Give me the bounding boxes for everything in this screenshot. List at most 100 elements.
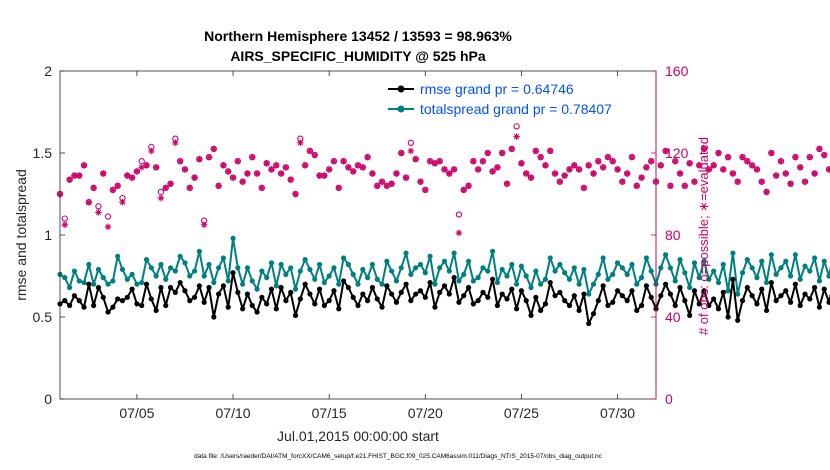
obs-possible-marker — [446, 170, 453, 177]
rmse-point — [345, 284, 351, 291]
rmse-point — [787, 299, 794, 305]
rmse-point — [86, 281, 92, 287]
obs-possible-marker — [239, 178, 246, 185]
obs-possible-marker — [460, 186, 467, 194]
totalspread-point — [778, 265, 784, 271]
obs-possible-marker — [508, 145, 515, 153]
totalspread-point — [249, 278, 255, 284]
obs-evaluated-marker-stroke — [235, 158, 241, 164]
rmse-point — [316, 286, 323, 292]
rmse-point — [312, 301, 318, 307]
y-tick-label-right: 80 — [665, 227, 681, 243]
obs-evaluated-marker-stroke — [441, 166, 448, 173]
obs-evaluated-marker-stroke — [725, 154, 731, 160]
obs-evaluated-marker-stroke — [95, 209, 102, 216]
obs-possible-marker — [301, 162, 309, 169]
obs-evaluated-marker-stroke — [259, 185, 265, 191]
obs-possible-marker — [138, 158, 145, 165]
totalspread-point — [485, 268, 491, 274]
obs-evaluated-marker-stroke — [191, 174, 198, 181]
totalspread-point — [67, 284, 73, 291]
obs-possible-marker — [700, 145, 708, 153]
obs-evaluated-marker-stroke — [821, 152, 827, 158]
obs-possible-marker — [210, 145, 217, 153]
rmse-point — [235, 289, 241, 295]
obs-evaluated-marker-stroke — [763, 189, 770, 195]
obs-evaluated-marker-stroke — [566, 166, 573, 173]
totalspread-point — [562, 270, 568, 276]
rmse-point — [586, 320, 592, 327]
obs-possible-marker — [734, 178, 741, 185]
obs-evaluated-marker-stroke — [710, 162, 717, 168]
totalspread-point — [672, 278, 678, 284]
obs-possible-marker — [398, 149, 405, 157]
obs-evaluated-marker-stroke — [167, 181, 174, 187]
rmse-point — [437, 289, 443, 295]
rmse-point — [413, 291, 419, 297]
obs-possible-marker — [436, 158, 443, 165]
obs-evaluated-marker-stroke — [307, 148, 313, 154]
obs-possible-marker — [566, 166, 573, 173]
obs-evaluated-marker-stroke — [682, 183, 688, 189]
totalspread-point — [129, 271, 135, 277]
obs-possible-marker — [662, 147, 669, 155]
rmse-point — [566, 302, 573, 309]
obs-possible-marker — [378, 178, 386, 185]
obs-evaluated-marker-stroke — [244, 170, 251, 177]
obs-evaluated-marker-stroke — [403, 174, 409, 181]
totalspread-point — [427, 253, 433, 259]
rmse-point — [485, 294, 491, 300]
rmse-point — [369, 284, 376, 291]
totalspread-point — [711, 268, 717, 274]
rmse-point — [417, 288, 424, 294]
obs-evaluated-marker-stroke — [672, 158, 678, 164]
obs-evaluated-marker-stroke — [485, 150, 491, 156]
obs-evaluated-marker-stroke — [610, 158, 616, 164]
obs-possible-marker — [753, 166, 761, 173]
obs-possible-marker — [340, 158, 347, 165]
totalspread-point — [542, 276, 549, 282]
legend-label-rmse: rmse grand pr = 0.64746 — [420, 81, 574, 97]
obs-possible-marker — [777, 158, 785, 165]
obs-evaluated-marker-stroke — [735, 179, 741, 185]
obs-evaluated-marker-stroke — [446, 170, 453, 177]
totalspread-point — [461, 271, 467, 277]
rmse-point — [340, 278, 347, 284]
rmse-point — [191, 294, 198, 300]
obs-possible-marker — [561, 172, 568, 179]
obs-possible-marker — [90, 184, 97, 191]
totalspread-point — [240, 281, 246, 287]
totalspread-point — [581, 266, 587, 273]
rmse-point — [739, 298, 746, 304]
obs-possible-marker — [128, 174, 136, 181]
obs-evaluated-marker-stroke — [158, 195, 164, 201]
totalspread-point — [331, 265, 337, 271]
obs-possible-marker — [388, 180, 395, 187]
rmse-point — [240, 306, 246, 312]
totalspread-point — [278, 261, 284, 268]
obs-evaluated-marker-stroke — [730, 170, 736, 177]
rmse-point — [182, 288, 188, 294]
obs-evaluated-marker-stroke — [797, 164, 803, 171]
totalspread-point — [773, 271, 779, 277]
obs-evaluated-marker-stroke — [86, 199, 92, 205]
obs-possible-marker — [595, 158, 602, 165]
rmse-point — [672, 302, 678, 309]
rmse-point — [523, 298, 529, 304]
totalspread-point — [826, 273, 830, 279]
totalspread-point — [451, 250, 457, 256]
obs-evaluated-marker-stroke — [326, 166, 332, 173]
obs-possible-marker — [162, 184, 169, 191]
obs-possible-marker — [364, 153, 371, 161]
obs-possible-marker — [513, 123, 520, 130]
rmse-point — [504, 296, 510, 302]
obs-evaluated-marker-stroke — [557, 179, 563, 185]
totalspread-point — [201, 273, 207, 279]
obs-possible-marker — [369, 170, 376, 177]
totalspread-point — [480, 265, 486, 271]
obs-evaluated-marker-stroke — [475, 166, 481, 173]
rmse-point — [62, 298, 68, 304]
rmse-point — [667, 291, 674, 297]
totalspread-point — [216, 265, 222, 271]
totalspread-point — [259, 268, 265, 274]
